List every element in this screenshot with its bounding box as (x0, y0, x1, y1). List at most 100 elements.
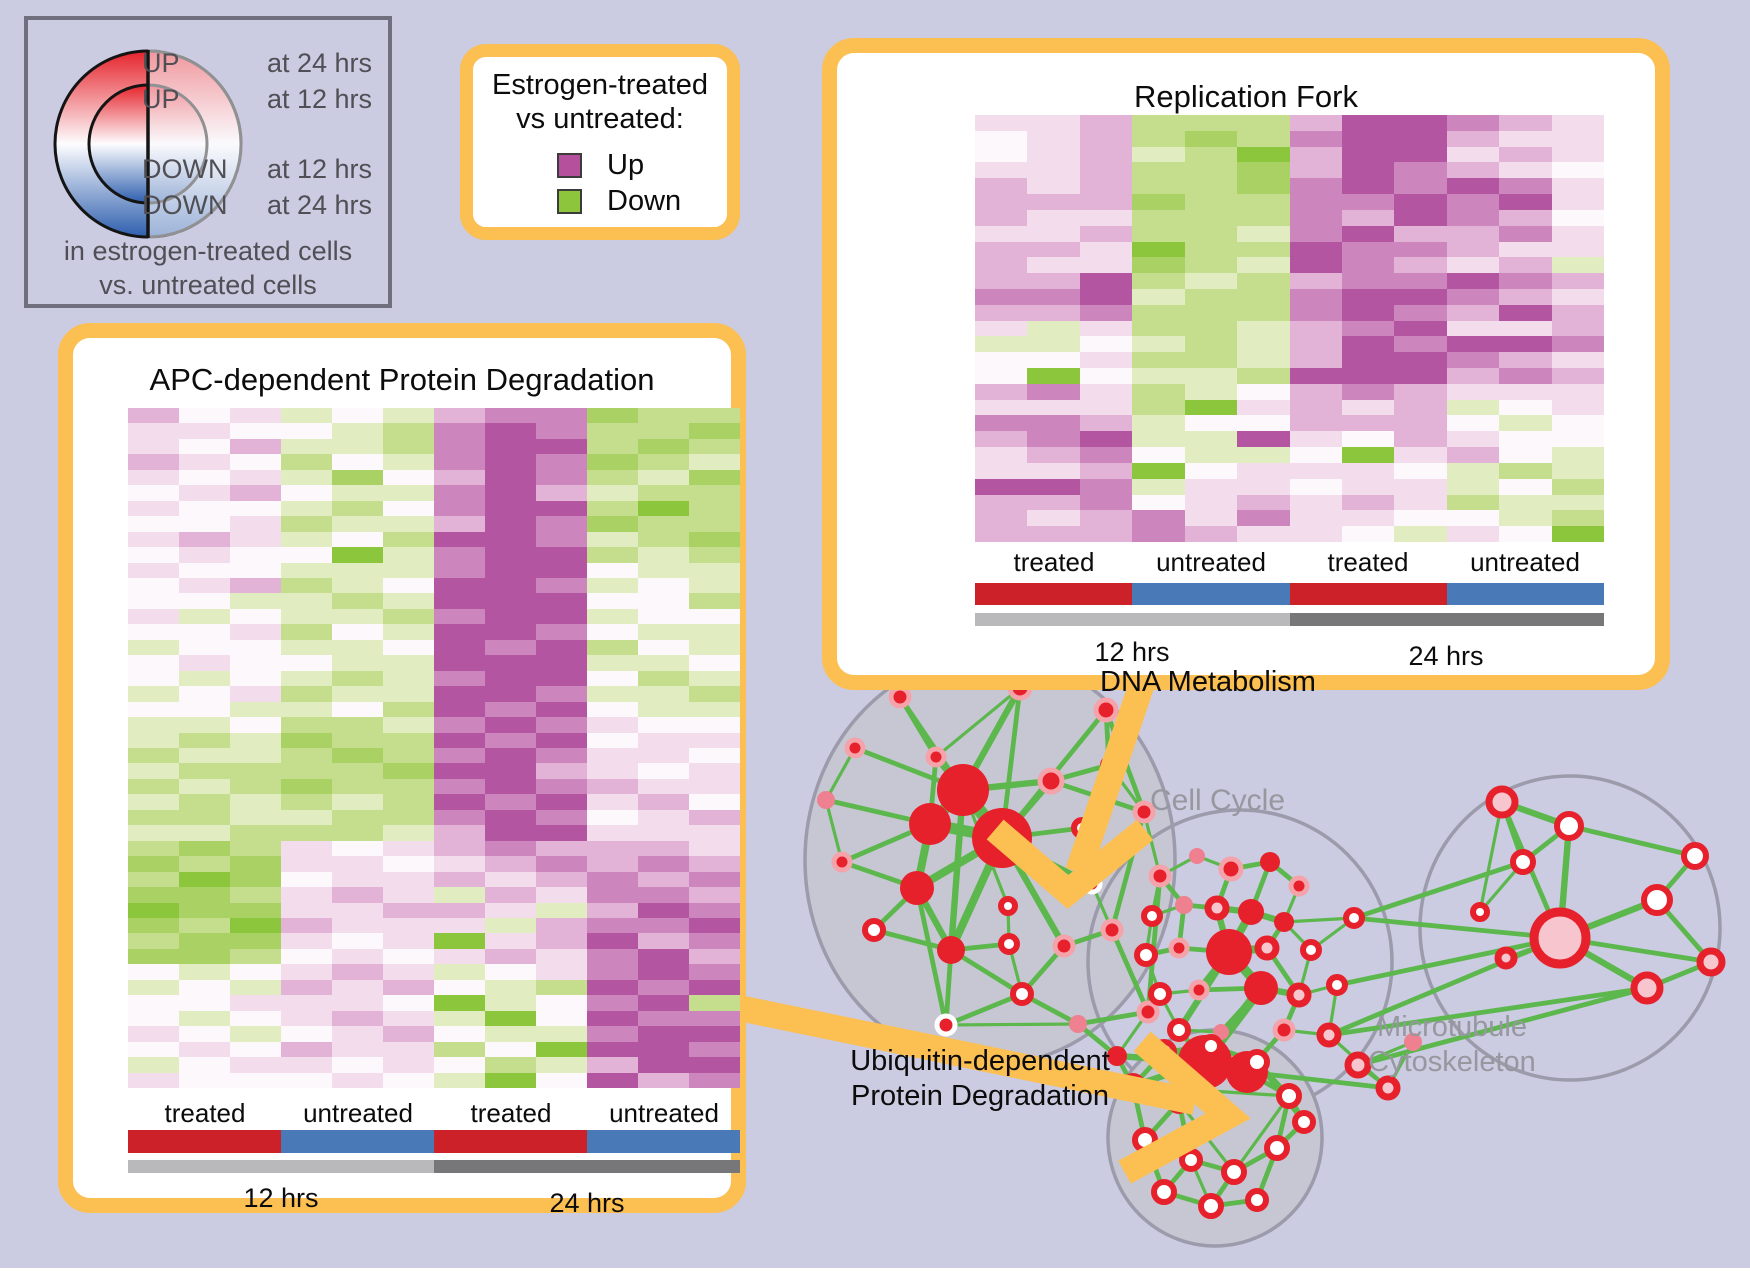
heatmap-cell (128, 485, 179, 501)
apc-group-treated-24: treated (470, 1098, 552, 1128)
gene-node (1167, 1018, 1191, 1042)
heatmap-cell (1341, 194, 1395, 210)
heatmap-cell (1237, 241, 1290, 258)
heatmap-cell (536, 516, 587, 532)
heatmap-cell (1551, 162, 1604, 179)
heatmap-cell (689, 423, 740, 439)
heatmap-cell (230, 979, 281, 996)
heatmap-cell (332, 516, 383, 532)
cluster-label-cell-cycle: Cell Cycle (1150, 784, 1286, 817)
heatmap-cell (975, 462, 1028, 479)
heatmap-cell (975, 130, 1028, 147)
heatmap-cell (1079, 383, 1133, 400)
heatmap-cell (1446, 241, 1500, 258)
network-edge (914, 887, 949, 1026)
heatmap-cell (587, 547, 638, 563)
heatmap-cell (230, 547, 281, 563)
heatmap-cell (587, 438, 638, 455)
heatmap-cell (383, 933, 434, 949)
heatmap-cell (1237, 162, 1290, 179)
heatmap-cell (587, 732, 638, 748)
rf-time-bar (975, 613, 1604, 626)
heatmap-cell (281, 717, 332, 733)
heatmap-cell (179, 438, 230, 455)
heatmap-cell (1132, 494, 1185, 511)
heatmap-cell (230, 469, 281, 486)
heatmap-cell (434, 686, 485, 702)
heatmap-cell (587, 608, 638, 625)
heatmap-cell (587, 902, 638, 918)
heatmap-cell (689, 995, 740, 1011)
legend-down-12-label: DOWN (142, 154, 228, 184)
heatmap-cell (689, 577, 740, 594)
heatmap-cell (434, 655, 485, 671)
heatmap-cell (1289, 209, 1342, 226)
heatmap-cell (128, 686, 179, 702)
heatmap-cell (638, 825, 689, 841)
heatmap-cell (1341, 478, 1395, 495)
heatmap-cell (587, 454, 638, 470)
heatmap-cell (179, 686, 230, 702)
heatmap-cell (128, 469, 179, 486)
heatmap-cell (1499, 415, 1552, 432)
heatmap-cell (1132, 304, 1185, 321)
timepoint-direction-legend: UP at 24 hrs UP at 12 hrs DOWN at 12 hrs… (24, 16, 392, 308)
heatmap-cell (383, 732, 434, 748)
heatmap-cell (638, 1041, 689, 1058)
heatmap-cell (689, 516, 740, 532)
gene-node (937, 936, 965, 964)
bar-segment (975, 613, 1290, 626)
heatmap-cell (689, 500, 740, 517)
heatmap-cell (128, 871, 179, 888)
heatmap-cell (587, 794, 638, 810)
heatmap-cell (1551, 146, 1604, 163)
gene-node (817, 791, 835, 809)
heatmap-cell (689, 1026, 740, 1042)
heatmap-cell (1237, 462, 1290, 479)
heatmap-cell (1237, 368, 1290, 384)
network-edge (1109, 929, 1151, 1013)
panel-arrow-2 (697, 987, 1198, 1115)
heatmap-cell (1027, 273, 1080, 289)
heatmap-cell (1394, 462, 1447, 479)
heatmap-cell (1237, 320, 1290, 337)
heatmap-cell (230, 531, 281, 548)
heatmap-cell (536, 562, 587, 578)
heatmap-cell (975, 320, 1028, 337)
cluster-label-dna-metabolism: DNA Metabolism (1100, 666, 1316, 698)
heatmap-cell (587, 562, 638, 578)
gene-node (1037, 767, 1065, 795)
heatmap-cell (383, 778, 434, 795)
heatmap-cell (485, 948, 536, 965)
heatmap-cell (1184, 368, 1238, 384)
heatmap-cell (638, 1072, 689, 1088)
heatmap-cell (638, 1010, 689, 1027)
heatmap-cell (1551, 273, 1604, 289)
heatmap-cell (1551, 368, 1604, 384)
heatmap-cell (1394, 478, 1447, 495)
heatmap-cell (179, 871, 230, 888)
heatmap-cell (587, 871, 638, 888)
apc-panel: APC-dependent Protein Degradation treate… (58, 323, 746, 1218)
gene-node (1175, 896, 1193, 914)
heatmap-cell (1394, 209, 1447, 226)
heatmap-cell (179, 825, 230, 841)
heatmap-cell (1184, 304, 1238, 321)
gene-node (937, 764, 989, 816)
heatmap-cell (1184, 526, 1238, 542)
heatmap-cell (1394, 447, 1447, 463)
heatmap-cell (383, 825, 434, 841)
heatmap-cell (1341, 146, 1395, 163)
gene-node (1272, 1018, 1296, 1042)
gene-node (1136, 1000, 1160, 1024)
heatmap-cell (179, 701, 230, 718)
heatmap-cell (1132, 146, 1185, 163)
heatmap-cell (689, 686, 740, 702)
heatmap-cell (485, 1057, 536, 1073)
heatmap-cell (1289, 431, 1342, 448)
heatmap-cell (485, 547, 536, 563)
heatmap-cell (434, 979, 485, 996)
heatmap-cell (1446, 304, 1500, 321)
heatmap-cell (128, 794, 179, 810)
heatmap-cell (332, 562, 383, 578)
